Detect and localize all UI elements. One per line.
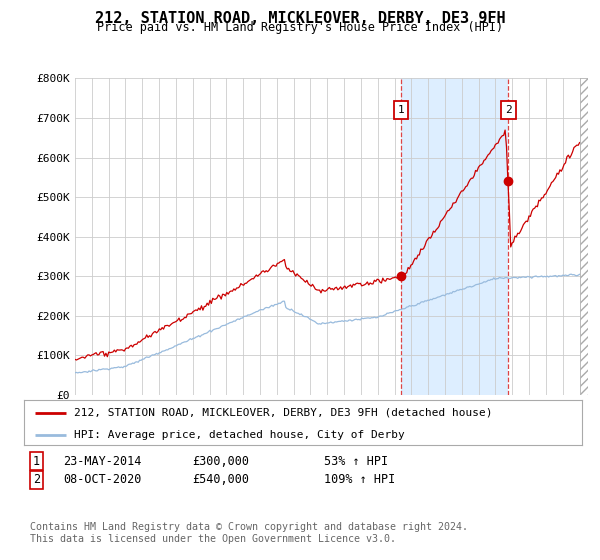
Text: 212, STATION ROAD, MICKLEOVER, DERBY, DE3 9FH: 212, STATION ROAD, MICKLEOVER, DERBY, DE… bbox=[95, 11, 505, 26]
Text: £300,000: £300,000 bbox=[192, 455, 249, 468]
Text: 23-MAY-2014: 23-MAY-2014 bbox=[63, 455, 142, 468]
Text: Price paid vs. HM Land Registry's House Price Index (HPI): Price paid vs. HM Land Registry's House … bbox=[97, 21, 503, 34]
Text: Contains HM Land Registry data © Crown copyright and database right 2024.
This d: Contains HM Land Registry data © Crown c… bbox=[30, 522, 468, 544]
Text: 08-OCT-2020: 08-OCT-2020 bbox=[63, 473, 142, 486]
Text: 1: 1 bbox=[398, 105, 404, 115]
Text: 212, STATION ROAD, MICKLEOVER, DERBY, DE3 9FH (detached house): 212, STATION ROAD, MICKLEOVER, DERBY, DE… bbox=[74, 408, 493, 418]
Text: 109% ↑ HPI: 109% ↑ HPI bbox=[324, 473, 395, 486]
Text: £540,000: £540,000 bbox=[192, 473, 249, 486]
Text: 53% ↑ HPI: 53% ↑ HPI bbox=[324, 455, 388, 468]
Bar bbox=[401, 78, 508, 395]
Text: 2: 2 bbox=[505, 105, 512, 115]
Text: HPI: Average price, detached house, City of Derby: HPI: Average price, detached house, City… bbox=[74, 430, 405, 440]
Text: 2: 2 bbox=[33, 473, 40, 486]
Text: 1: 1 bbox=[33, 455, 40, 468]
